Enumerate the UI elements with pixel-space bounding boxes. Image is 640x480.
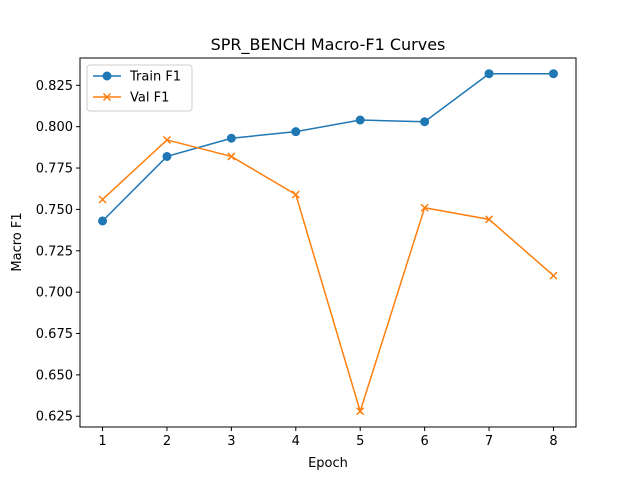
y-tick-label: 0.725 (36, 244, 73, 259)
y-tick-label: 0.825 (36, 79, 73, 94)
x-tick-label: 1 (98, 434, 106, 449)
legend: Train F1 Val F1 (86, 64, 193, 112)
y-tick-label: 0.650 (36, 368, 73, 383)
data-point-val-f1 (162, 135, 171, 144)
x-tick-label: 6 (420, 434, 428, 449)
plot-frame (79, 57, 577, 428)
legend-marker-train-f1 (102, 71, 112, 81)
x-tick-label: 8 (549, 434, 557, 449)
y-axis-label: Macro F1 (10, 212, 25, 271)
y-tick-label: 0.675 (36, 327, 73, 342)
y-tick-label: 0.750 (36, 203, 73, 218)
y-tick-label: 0.625 (36, 410, 73, 425)
x-axis-label: Epoch (308, 456, 348, 471)
data-point-train-f1 (484, 69, 494, 79)
y-axis: 0.625 0.650 0.675 0.700 0.725 0.750 0.775 0.800… (36, 79, 80, 425)
plot-area (98, 69, 558, 416)
x-tick-label: 5 (356, 434, 364, 449)
data-point-val-f1 (356, 407, 365, 416)
data-point-val-f1 (227, 152, 236, 161)
data-point-train-f1 (162, 151, 172, 161)
chart-title: SPR_BENCH Macro-F1 Curves (211, 35, 446, 55)
legend-label-train-f1: Train F1 (129, 70, 181, 85)
data-point-train-f1 (98, 216, 108, 226)
data-point-val-f1 (98, 195, 107, 204)
data-point-val-f1 (291, 190, 300, 199)
x-tick-label: 7 (485, 434, 493, 449)
y-tick-label: 0.800 (36, 120, 73, 135)
data-point-val-f1 (485, 215, 494, 224)
x-axis: 1 2 3 4 5 6 7 8 (98, 427, 558, 449)
series-line-train-f1 (102, 72, 554, 222)
data-point-train-f1 (420, 117, 430, 127)
legend-marker-val-f1 (102, 92, 112, 102)
y-tick-label: 0.775 (36, 162, 73, 177)
data-point-val-f1 (549, 271, 558, 280)
data-point-train-f1 (226, 133, 236, 143)
data-point-train-f1 (548, 69, 558, 79)
data-point-val-f1 (420, 203, 429, 212)
x-tick-label: 4 (292, 434, 300, 449)
data-point-train-f1 (355, 115, 365, 125)
series-line-val-f1 (102, 139, 554, 414)
data-point-train-f1 (291, 127, 301, 137)
y-tick-label: 0.700 (36, 286, 73, 301)
x-tick-label: 2 (163, 434, 171, 449)
legend-label-val-f1: Val F1 (130, 91, 169, 106)
x-tick-label: 3 (227, 434, 235, 449)
